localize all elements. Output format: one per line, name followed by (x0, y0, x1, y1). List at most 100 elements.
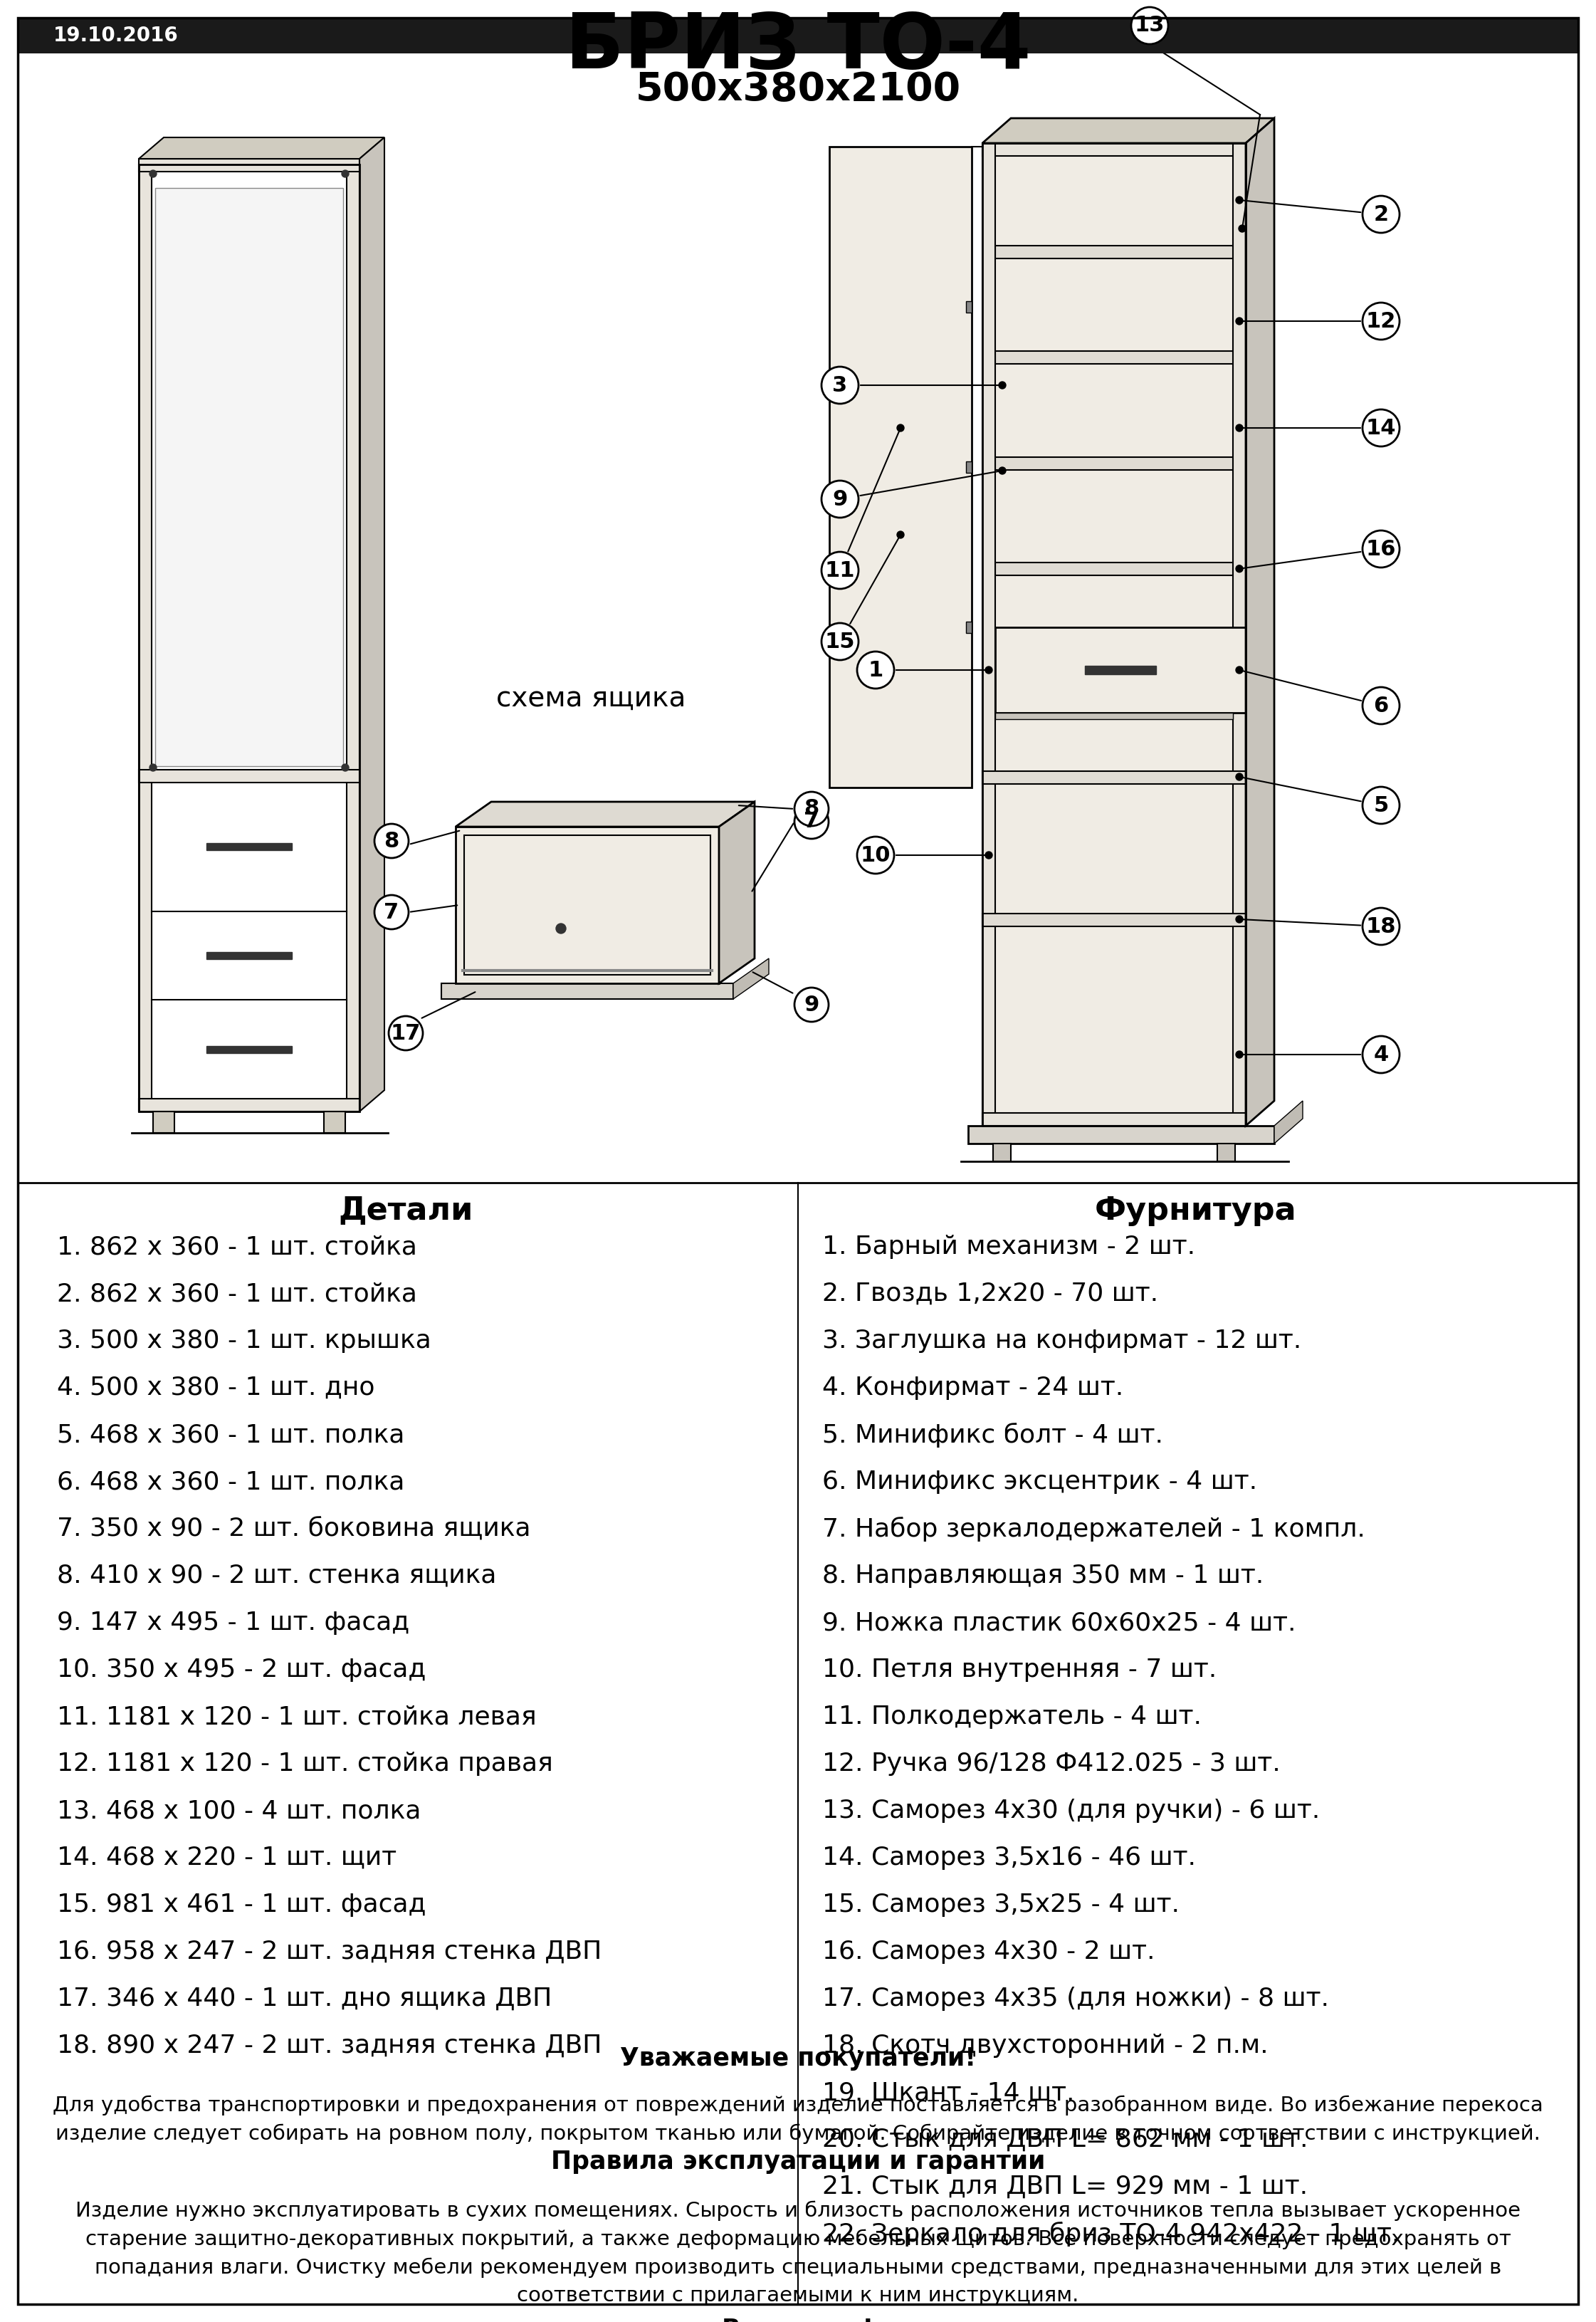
Bar (139, 158, 359, 172)
Circle shape (795, 806, 828, 838)
Circle shape (999, 467, 1005, 474)
Circle shape (1363, 529, 1400, 567)
Circle shape (985, 666, 993, 673)
Text: 12: 12 (1366, 311, 1396, 332)
Text: 3. Заглушка на конфирмат - 12 шт.: 3. Заглушка на конфирмат - 12 шт. (822, 1328, 1301, 1354)
Circle shape (555, 924, 567, 933)
Text: 7. 350 х 90 - 2 шт. боковина ящика: 7. 350 х 90 - 2 шт. боковина ящика (57, 1516, 531, 1542)
Bar (1218, 1142, 1235, 1161)
Circle shape (150, 170, 156, 176)
Bar (996, 246, 1246, 258)
Circle shape (375, 824, 409, 859)
Polygon shape (983, 118, 1274, 144)
Text: 5. Минификс болт - 4 шт.: 5. Минификс болт - 4 шт. (822, 1423, 1163, 1447)
Text: 12. 1181 х 120 - 1 шт. стойка правая: 12. 1181 х 120 - 1 шт. стойка правая (57, 1751, 554, 1776)
Text: 1. Барный механизм - 2 шт.: 1. Барный механизм - 2 шт. (822, 1235, 1195, 1259)
Text: 16: 16 (1366, 539, 1396, 560)
Circle shape (822, 622, 859, 659)
Circle shape (985, 852, 993, 859)
Bar (996, 669, 1246, 680)
Text: 9. Ножка пластик 60х60х25 - 4 шт.: 9. Ножка пластик 60х60х25 - 4 шт. (822, 1611, 1296, 1635)
Text: 12. Ручка 96/128 Ф412.025 - 3 шт.: 12. Ручка 96/128 Ф412.025 - 3 шт. (822, 1751, 1280, 1776)
Polygon shape (139, 137, 385, 158)
Circle shape (822, 481, 859, 518)
Bar (1085, 666, 1156, 673)
Bar (996, 562, 1246, 576)
Text: 1. 862 х 360 - 1 шт. стойка: 1. 862 х 360 - 1 шт. стойка (57, 1235, 417, 1259)
Bar (206, 843, 292, 850)
Circle shape (897, 425, 903, 432)
Circle shape (822, 553, 859, 590)
Bar (966, 302, 972, 313)
Bar (346, 165, 359, 1112)
Polygon shape (718, 801, 755, 982)
Bar (455, 827, 718, 982)
Text: 6. 468 х 360 - 1 шт. полка: 6. 468 х 360 - 1 шт. полка (57, 1470, 405, 1493)
Circle shape (1363, 409, 1400, 446)
Bar (996, 351, 1246, 365)
Text: 18. 890 х 247 - 2 шт. задняя стенка ДВП: 18. 890 х 247 - 2 шт. задняя стенка ДВП (57, 2034, 602, 2057)
Text: 15: 15 (825, 632, 855, 652)
Text: 8. 410 х 90 - 2 шт. стенка ящика: 8. 410 х 90 - 2 шт. стенка ящика (57, 1563, 496, 1588)
Circle shape (1235, 318, 1243, 325)
Text: 4. Конфирмат - 24 шт.: 4. Конфирмат - 24 шт. (822, 1375, 1124, 1400)
Circle shape (375, 894, 409, 929)
Text: Фурнитура: Фурнитура (1095, 1196, 1298, 1226)
Circle shape (1235, 1052, 1243, 1059)
Circle shape (999, 381, 1005, 388)
Text: 16. Саморез 4х30 - 2 шт.: 16. Саморез 4х30 - 2 шт. (822, 1939, 1156, 1964)
Bar (442, 982, 733, 998)
Circle shape (1363, 195, 1400, 232)
Polygon shape (455, 801, 755, 827)
Text: 4. 500 х 380 - 1 шт. дно: 4. 500 х 380 - 1 шт. дно (57, 1375, 375, 1400)
Bar (983, 144, 1246, 1126)
Text: 7. Набор зеркалодержателей - 1 компл.: 7. Набор зеркалодержателей - 1 компл. (822, 1516, 1365, 1542)
Bar (983, 144, 1246, 1126)
Circle shape (1363, 787, 1400, 824)
Text: 8: 8 (385, 831, 399, 852)
Circle shape (1363, 1036, 1400, 1073)
Text: 20. Стык для ДВП L= 862 мм - 1 шт.: 20. Стык для ДВП L= 862 мм - 1 шт. (822, 2127, 1309, 2152)
Text: 10. 350 х 495 - 2 шт. фасад: 10. 350 х 495 - 2 шт. фасад (57, 1658, 426, 1681)
Circle shape (897, 532, 903, 539)
Text: 3: 3 (833, 374, 847, 395)
Bar (153, 1112, 174, 1133)
Text: 6: 6 (1374, 694, 1389, 715)
Polygon shape (733, 959, 769, 998)
Text: БРИЗ ТО-4: БРИЗ ТО-4 (565, 9, 1031, 84)
Bar (966, 462, 972, 474)
Text: 14. Саморез 3,5х16 - 46 шт.: 14. Саморез 3,5х16 - 46 шт. (822, 1846, 1195, 1869)
Text: Внимание!: Внимание! (721, 2317, 875, 2322)
Circle shape (795, 987, 828, 1022)
Text: 10: 10 (860, 845, 891, 866)
Text: 13: 13 (1135, 16, 1165, 35)
Circle shape (1363, 687, 1400, 724)
Circle shape (1363, 302, 1400, 339)
Text: 9. 147 х 495 - 1 шт. фасад: 9. 147 х 495 - 1 шт. фасад (57, 1611, 410, 1635)
Text: 3. 500 х 380 - 1 шт. крышка: 3. 500 х 380 - 1 шт. крышка (57, 1328, 431, 1354)
Bar (1234, 144, 1246, 1126)
Polygon shape (359, 137, 385, 1112)
Circle shape (1235, 425, 1243, 432)
Bar (155, 188, 343, 766)
Circle shape (1235, 564, 1243, 571)
Text: 17. 346 х 440 - 1 шт. дно ящика ДВП: 17. 346 х 440 - 1 шт. дно ящика ДВП (57, 1988, 552, 2011)
Text: 18: 18 (1366, 917, 1396, 936)
Text: Изделие нужно эксплуатировать в сухих помещениях. Сырость и близость расположени: Изделие нужно эксплуатировать в сухих по… (75, 2201, 1521, 2306)
Polygon shape (1246, 118, 1274, 1126)
Text: 11. 1181 х 120 - 1 шт. стойка левая: 11. 1181 х 120 - 1 шт. стойка левая (57, 1704, 536, 1730)
Bar (993, 1142, 1010, 1161)
Text: 13. 468 х 100 - 4 шт. полка: 13. 468 х 100 - 4 шт. полка (57, 1800, 421, 1823)
Text: 9: 9 (804, 994, 819, 1015)
Bar (206, 952, 292, 959)
Circle shape (150, 764, 156, 771)
Text: 15. 981 х 461 - 1 шт. фасад: 15. 981 х 461 - 1 шт. фасад (57, 1892, 426, 1918)
Bar (464, 836, 710, 975)
Text: Для удобства транспортировки и предохранения от повреждений изделие поставляется: Для удобства транспортировки и предохран… (53, 2094, 1543, 2143)
Text: 22. Зеркало для бриз ТО-4 942х422 - 1 шт.: 22. Зеркало для бриз ТО-4 942х422 - 1 шт… (822, 2222, 1400, 2245)
Text: 16. 958 х 247 - 2 шт. задняя стенка ДВП: 16. 958 х 247 - 2 шт. задняя стенка ДВП (57, 1939, 602, 1964)
Text: 11: 11 (825, 560, 855, 580)
Polygon shape (1274, 1101, 1302, 1142)
Circle shape (822, 367, 859, 404)
Text: 15. Саморез 3,5х25 - 4 шт.: 15. Саморез 3,5х25 - 4 шт. (822, 1892, 1179, 1918)
